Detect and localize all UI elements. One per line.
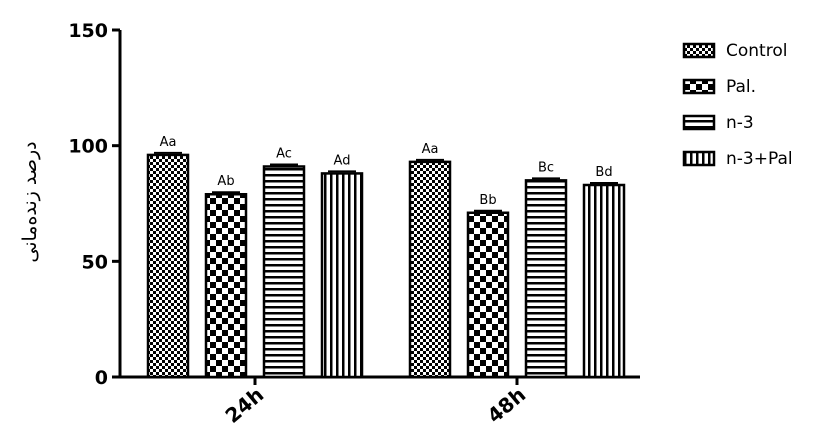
bar-data-label: Bc: [538, 160, 554, 175]
y-axis-title: درصد زنده‌مانی: [19, 141, 41, 262]
y-tick-label: 0: [95, 367, 108, 389]
x-tick-label: 24h: [221, 382, 269, 427]
y-tick-label: 150: [68, 20, 108, 42]
legend-label: n-3: [726, 113, 754, 133]
bar-data-label: Aa: [160, 135, 177, 150]
bar-labels: Aa Ab Ac Ad Aa Bb Bc Bd: [160, 135, 613, 208]
y-tick-label: 50: [82, 251, 108, 273]
legend-swatch: [682, 78, 716, 95]
x-tick-label: 48h: [483, 382, 531, 427]
legend-label: Control: [726, 41, 787, 61]
bar-data-label: Bb: [479, 193, 496, 208]
legend-label: Pal.: [726, 77, 756, 97]
bar: [582, 183, 626, 379]
bars: [146, 151, 626, 379]
bar: [204, 192, 248, 379]
bar: [408, 160, 452, 379]
bar: [466, 211, 510, 379]
bar-data-label: Ad: [334, 153, 351, 168]
y-tick-label: 100: [68, 136, 108, 158]
bar: [320, 172, 364, 379]
legend-swatch: [682, 114, 716, 131]
x-tick-labels: 24h 48h: [221, 377, 531, 428]
bar-data-label: Ac: [276, 146, 292, 161]
bar-data-label: Bd: [595, 165, 612, 180]
legend-swatch: [682, 150, 716, 167]
bar: [262, 165, 306, 379]
legend-label: n-3+Pal: [726, 149, 793, 169]
bar-data-label: Aa: [422, 142, 439, 157]
legend-swatch: [682, 42, 716, 59]
bar-data-label: Ab: [217, 174, 234, 189]
y-axis-title-group: درصد زنده‌مانی: [19, 141, 41, 262]
bar: [524, 179, 568, 379]
legend: Control Pal. n-3 n-3+Pal: [682, 41, 793, 169]
bar: [146, 153, 190, 379]
